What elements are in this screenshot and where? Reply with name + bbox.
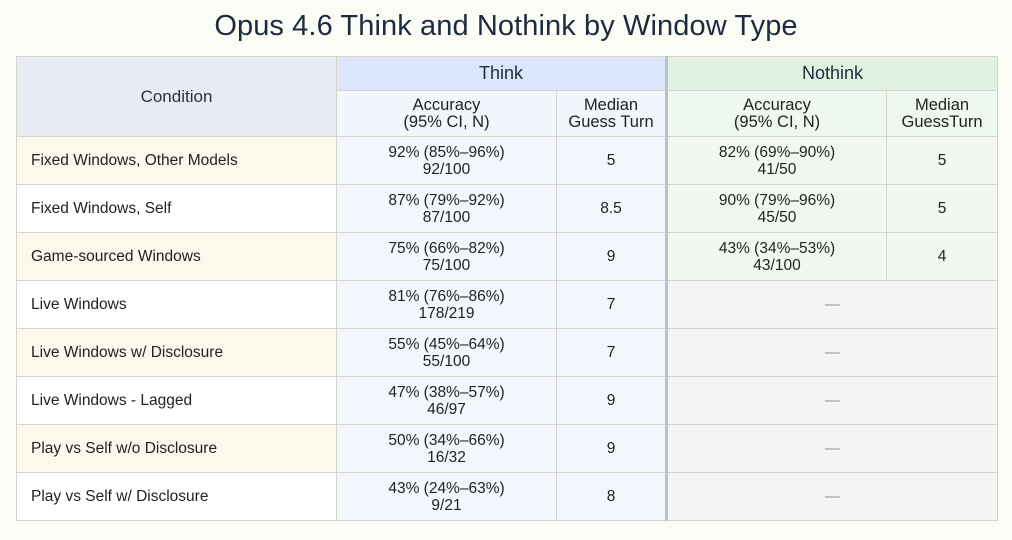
think-median-cell: 5 — [555, 136, 668, 185]
nothink-empty-cell: — — [665, 328, 999, 377]
think-accuracy-header: Accuracy (95% CI, N) — [336, 90, 557, 137]
accuracy-value: 43% (24%–63%) — [388, 479, 505, 497]
header-line: Accuracy — [743, 95, 811, 114]
sample-count: 178/219 — [418, 304, 475, 322]
results-table: Condition Think Nothink Accuracy (95% CI,… — [16, 56, 999, 521]
condition-label: Live Windows w/ Disclosure — [16, 328, 337, 377]
condition-label: Play vs Self w/o Disclosure — [16, 424, 337, 473]
accuracy-value: 87% (79%–92%) — [388, 191, 505, 209]
think-accuracy-cell: 50% (34%–66%) 16/32 — [336, 424, 557, 473]
think-median-cell: 8.5 — [555, 184, 668, 233]
think-median-cell: 8 — [555, 472, 668, 521]
think-accuracy-cell: 47% (38%–57%) 46/97 — [336, 376, 557, 425]
header-line: Median — [583, 95, 639, 114]
condition-header: Condition — [16, 56, 337, 137]
header-line: GuessTurn — [901, 112, 983, 131]
sample-count: 43/100 — [753, 256, 801, 274]
table-row: Game-sourced Windows 75% (66%–82%) 75/100 9… — [16, 232, 999, 281]
condition-label: Fixed Windows, Self — [16, 184, 337, 233]
sample-count: 46/97 — [427, 400, 466, 418]
table-row: Live Windows w/ Disclosure 55% (45%–64%) 5… — [16, 328, 999, 377]
table-row: Live Windows 81% (76%–86%) 178/219 7— — [16, 280, 999, 329]
accuracy-value: 75% (66%–82%) — [388, 239, 505, 257]
accuracy-value: 90% (79%–96%) — [718, 191, 836, 209]
nothink-median-cell: 4 — [886, 232, 999, 281]
accuracy-value: 47% (38%–57%) — [388, 383, 505, 401]
table-row: Fixed Windows, Other Models 92% (85%–96%)… — [16, 136, 999, 185]
nothink-group-header: Nothink — [665, 56, 999, 91]
think-median-cell: 7 — [555, 280, 668, 329]
header-line: (95% CI, N) — [403, 112, 490, 131]
condition-label: Live Windows - Lagged — [16, 376, 337, 425]
sample-count: 16/32 — [427, 448, 466, 466]
condition-label: Game-sourced Windows — [16, 232, 337, 281]
table-row: Play vs Self w/o Disclosure 50% (34%–66%)… — [16, 424, 999, 473]
accuracy-value: 50% (34%–66%) — [388, 431, 505, 449]
nothink-empty-cell: — — [665, 472, 999, 521]
condition-label: Play vs Self w/ Disclosure — [16, 472, 337, 521]
nothink-empty-cell: — — [665, 376, 999, 425]
think-accuracy-cell: 43% (24%–63%) 9/21 — [336, 472, 557, 521]
think-median-cell: 9 — [555, 424, 668, 473]
think-accuracy-cell: 81% (76%–86%) 178/219 — [336, 280, 557, 329]
header-line: Guess Turn — [568, 112, 654, 131]
sample-count: 9/21 — [431, 496, 462, 514]
sample-count: 87/100 — [422, 208, 471, 226]
table-row: Fixed Windows, Self 87% (79%–92%) 87/100 8.… — [16, 184, 999, 233]
table-row: Live Windows - Lagged 47% (38%–57%) 46/97 9… — [16, 376, 999, 425]
nothink-median-header: Median GuessTurn — [886, 90, 999, 137]
nothink-empty-cell: — — [665, 280, 999, 329]
sample-count: 41/50 — [757, 160, 797, 178]
header-line: Median — [914, 95, 970, 114]
nothink-accuracy-cell: 82% (69%–90%) 41/50 — [665, 136, 888, 185]
think-accuracy-cell: 92% (85%–96%) 92/100 — [336, 136, 557, 185]
think-median-cell: 9 — [555, 376, 668, 425]
think-median-cell: 7 — [555, 328, 668, 377]
accuracy-value: 81% (76%–86%) — [388, 287, 505, 305]
sample-count: 45/50 — [757, 208, 797, 226]
accuracy-value: 55% (45%–64%) — [388, 335, 505, 353]
header-line: Accuracy — [412, 95, 481, 114]
header-line: (95% CI, N) — [733, 112, 821, 131]
sample-count: 75/100 — [422, 256, 471, 274]
nothink-accuracy-header: Accuracy (95% CI, N) — [665, 90, 888, 137]
nothink-accuracy-cell: 43% (34%–53%) 43/100 — [665, 232, 888, 281]
condition-label: Fixed Windows, Other Models — [16, 136, 337, 185]
condition-label: Live Windows — [16, 280, 337, 329]
nothink-empty-cell: — — [665, 424, 999, 473]
nothink-accuracy-cell: 90% (79%–96%) 45/50 — [665, 184, 888, 233]
think-group-header: Think — [335, 56, 668, 91]
nothink-median-cell: 5 — [886, 184, 999, 233]
sample-count: 92/100 — [422, 160, 471, 178]
think-median-cell: 9 — [555, 232, 668, 281]
table-body: Fixed Windows, Other Models 92% (85%–96%)… — [16, 136, 999, 521]
accuracy-value: 92% (85%–96%) — [388, 143, 505, 161]
accuracy-value: 82% (69%–90%) — [718, 143, 836, 161]
think-accuracy-cell: 75% (66%–82%) 75/100 — [336, 232, 557, 281]
chart-title: Opus 4.6 Think and Nothink by Window Typ… — [214, 10, 798, 42]
think-median-header: Median Guess Turn — [555, 90, 668, 137]
nothink-median-cell: 5 — [886, 136, 999, 185]
think-accuracy-cell: 87% (79%–92%) 87/100 — [336, 184, 557, 233]
think-accuracy-cell: 55% (45%–64%) 55/100 — [336, 328, 557, 377]
table-row: Play vs Self w/ Disclosure 43% (24%–63%) 9… — [16, 472, 999, 521]
sample-count: 55/100 — [422, 352, 471, 370]
accuracy-value: 43% (34%–53%) — [718, 239, 836, 257]
